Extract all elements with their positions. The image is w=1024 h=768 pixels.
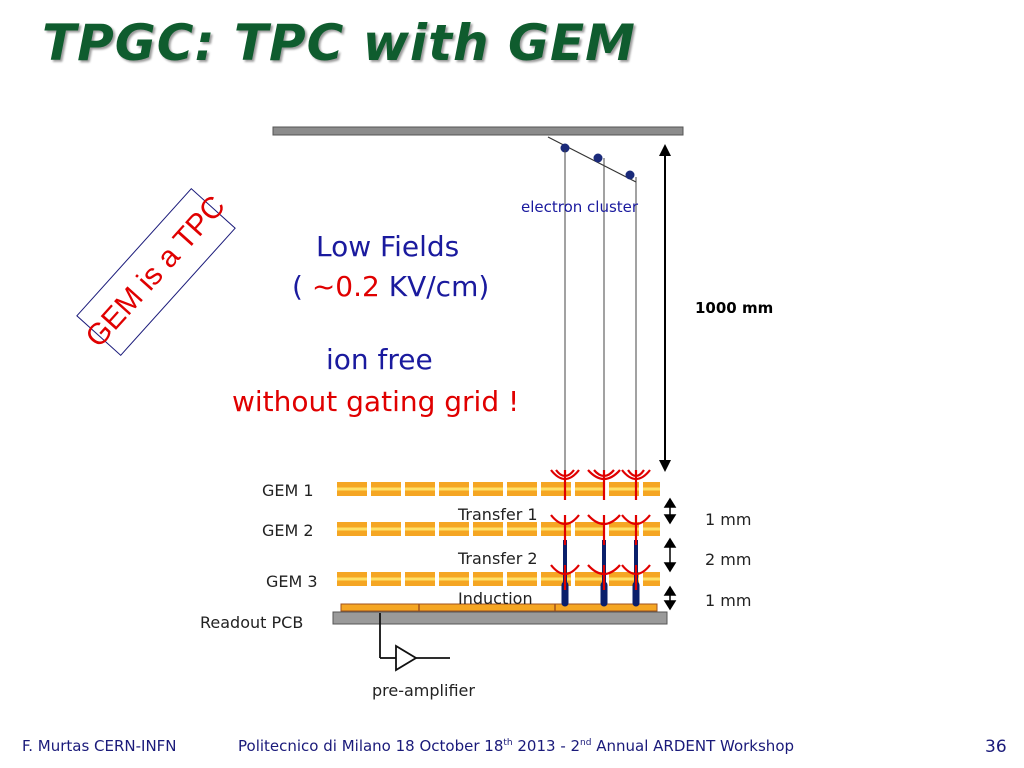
kv-value: ~0.2 [311,270,380,303]
kv-open: ( [292,270,312,303]
electron-dot [625,170,635,180]
gap-size-2: 2 mm [705,550,752,569]
readout-pcb-label: Readout PCB [200,613,304,632]
electron-dot [593,153,603,163]
gem-3-label: GEM 3 [266,572,318,591]
cluster-track [547,136,637,183]
readout-pads [340,603,658,612]
gem-2-label: GEM 2 [262,521,314,540]
gap-size-1: 1 mm [705,510,752,529]
venue-post: Annual ARDENT Workshop [591,737,795,755]
footer-author: F. Murtas CERN-INFN [22,737,177,755]
venue-sup-th: th [503,738,513,748]
readout-pcb [332,611,668,625]
electron-dot [560,143,570,153]
ion-free-label: ion free [326,343,433,376]
induction-label: Induction [458,589,533,608]
gap-size-3: 1 mm [705,591,752,610]
drift-electrode [272,126,684,136]
drift-length-label: 1000 mm [695,299,774,317]
low-fields-label: Low Fields [316,230,460,263]
slide-number: 36 [985,737,1007,757]
transfer-1-label: Transfer 1 [458,505,538,524]
kv-unit: KV/cm) [379,270,490,303]
gem-1-label: GEM 1 [262,481,314,500]
field-lines [550,469,651,590]
pre-amplifier-circuit [379,613,450,672]
slide-title: TPGC: TPC with GEM [42,14,636,72]
venue-mid: 2013 - 2 [512,737,581,755]
venue-sup-nd: nd [580,738,592,748]
electron-cluster-label: electron cluster [521,198,639,216]
transfer-2-label: Transfer 2 [458,549,538,568]
gap-arrows [663,497,677,611]
gating-grid-label: without gating grid ! [232,385,520,418]
pre-amplifier-label: pre-amplifier [372,681,475,700]
footer-venue: Politecnico di Milano 18 October 18th 20… [238,737,794,755]
venue-pre: Politecnico di Milano 18 October 18 [238,737,504,755]
field-value-line: ( ~0.2 KV/cm) [292,270,489,303]
